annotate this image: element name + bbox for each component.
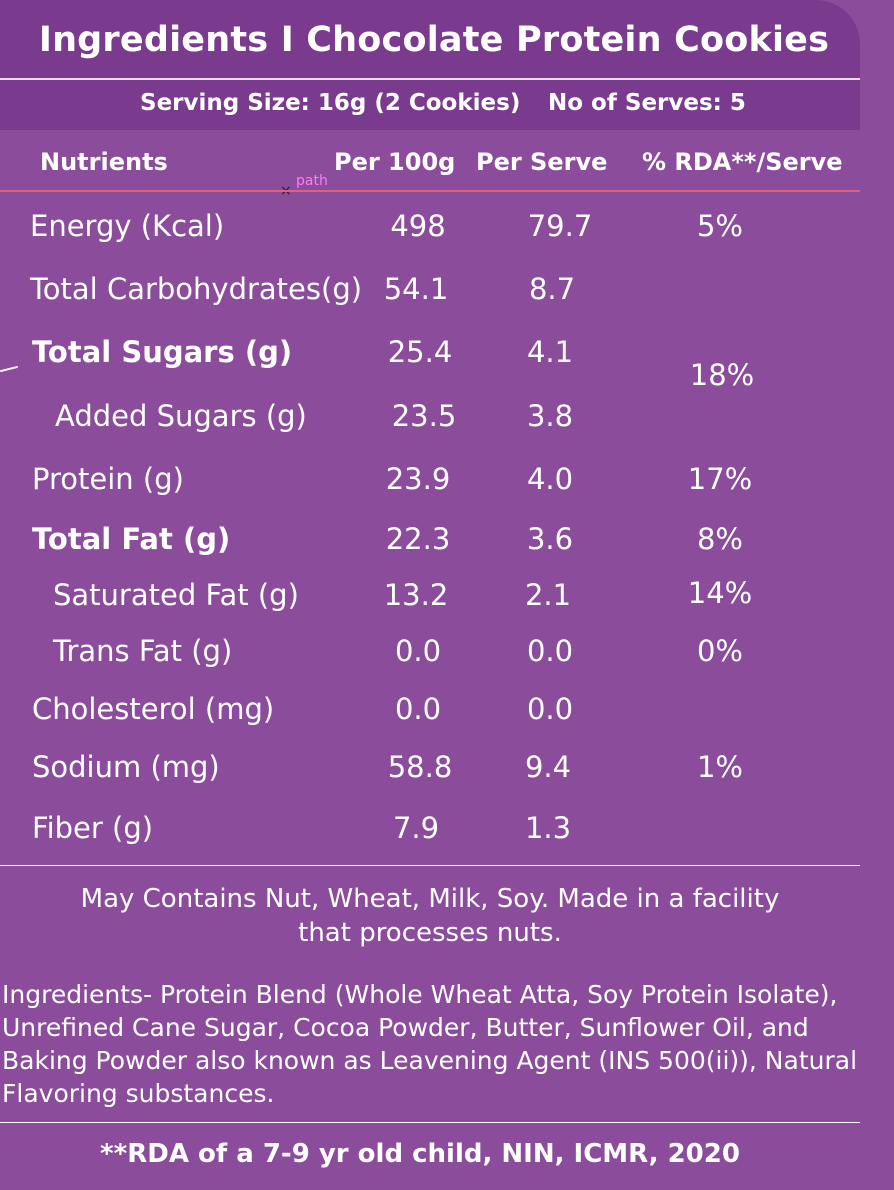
row-energy-per100: 498 — [390, 209, 446, 243]
row-protein-perserve: 4.0 — [526, 462, 574, 496]
ingredients-line-3: Baking Powder also known as Leavening Ag… — [2, 1046, 858, 1075]
row-saturated-fat-name: Saturated Fat (g) — [53, 578, 299, 612]
serving-size: Serving Size: 16g (2 Cookies) — [140, 90, 521, 116]
allergen-statement: May Contains Nut, Wheat, Milk, Soy. Made… — [0, 882, 860, 950]
column-header-rda: % RDA**/Serve — [642, 148, 843, 176]
rda-footnote: **RDA of a 7-9 yr old child, NIN, ICMR, … — [100, 1139, 740, 1169]
row-total-sugars-perserve: 4.1 — [526, 335, 574, 369]
title-banner — [0, 0, 860, 78]
row-fiber-perserve: 1.3 — [524, 811, 572, 845]
row-carbs-name: Total Carbohydrates(g) — [30, 272, 363, 306]
row-total-sugars-per100: 25.4 — [387, 335, 453, 369]
row-fiber-per100: 7.9 — [392, 811, 440, 845]
row-trans-fat-per100: 0.0 — [394, 634, 442, 668]
row-sodium-per100: 58.8 — [387, 750, 453, 784]
row-added-sugars-perserve: 3.8 — [526, 399, 574, 433]
row-energy-name: Energy (Kcal) — [30, 209, 225, 243]
column-header-per-100g: Per 100g — [334, 148, 456, 176]
ingredients-list: Ingredients- Protein Blend (Whole Wheat … — [2, 978, 892, 1110]
path-annotation-label: path — [296, 173, 328, 189]
row-protein-name: Protein (g) — [32, 462, 184, 496]
row-trans-fat-rda: 0% — [696, 634, 743, 668]
row-sodium-rda: 1% — [696, 750, 743, 784]
row-saturated-fat-rda: 14% — [687, 576, 753, 610]
row-cholesterol-perserve: 0.0 — [526, 692, 574, 726]
row-total-fat-name: Total Fat (g) — [32, 522, 231, 556]
ingredients-line-4: Flavoring substances. — [2, 1079, 275, 1108]
row-total-fat-perserve: 3.6 — [526, 522, 574, 556]
table-bottom-divider — [0, 865, 860, 866]
allergen-line-1: May Contains Nut, Wheat, Milk, Soy. Made… — [80, 884, 780, 914]
row-total-sugars-name: Total Sugars (g) — [32, 335, 293, 369]
row-saturated-fat-perserve: 2.1 — [524, 578, 572, 612]
sugars-combined-rda: 18% — [689, 358, 755, 392]
column-header-per-serve: Per Serve — [476, 148, 608, 176]
row-total-fat-per100: 22.3 — [385, 522, 451, 556]
row-total-fat-rda: 8% — [696, 522, 743, 556]
allergen-line-2: that processes nuts. — [298, 918, 562, 948]
title-divider — [0, 78, 860, 80]
row-fiber-name: Fiber (g) — [32, 811, 154, 845]
row-sodium-perserve: 9.4 — [524, 750, 572, 784]
header-divider — [0, 190, 860, 192]
row-protein-rda: 17% — [687, 462, 753, 496]
ingredients-line-2: Unrefined Cane Sugar, Cocoa Powder, Butt… — [2, 1013, 809, 1042]
serves-count: No of Serves: 5 — [548, 90, 746, 116]
footer-divider — [0, 1122, 860, 1123]
row-trans-fat-name: Trans Fat (g) — [53, 634, 233, 668]
label-title: Ingredients I Chocolate Protein Cookies — [38, 20, 830, 60]
row-cholesterol-per100: 0.0 — [394, 692, 442, 726]
row-added-sugars-per100: 23.5 — [391, 399, 457, 433]
sugars-bracket-mark — [0, 365, 18, 373]
row-carbs-per100: 54.1 — [383, 272, 449, 306]
row-sodium-name: Sodium (mg) — [32, 750, 220, 784]
serving-banner — [0, 80, 860, 130]
row-carbs-perserve: 8.7 — [528, 272, 576, 306]
row-cholesterol-name: Cholesterol (mg) — [32, 692, 275, 726]
row-added-sugars-name: Added Sugars (g) — [55, 399, 307, 433]
row-energy-perserve: 79.7 — [527, 209, 593, 243]
column-header-nutrients: Nutrients — [40, 148, 168, 176]
row-energy-rda: 5% — [696, 209, 743, 243]
row-trans-fat-perserve: 0.0 — [526, 634, 574, 668]
ingredients-line-1: Ingredients- Protein Blend (Whole Wheat … — [2, 980, 838, 1009]
row-protein-per100: 23.9 — [385, 462, 451, 496]
row-saturated-fat-per100: 13.2 — [383, 578, 449, 612]
